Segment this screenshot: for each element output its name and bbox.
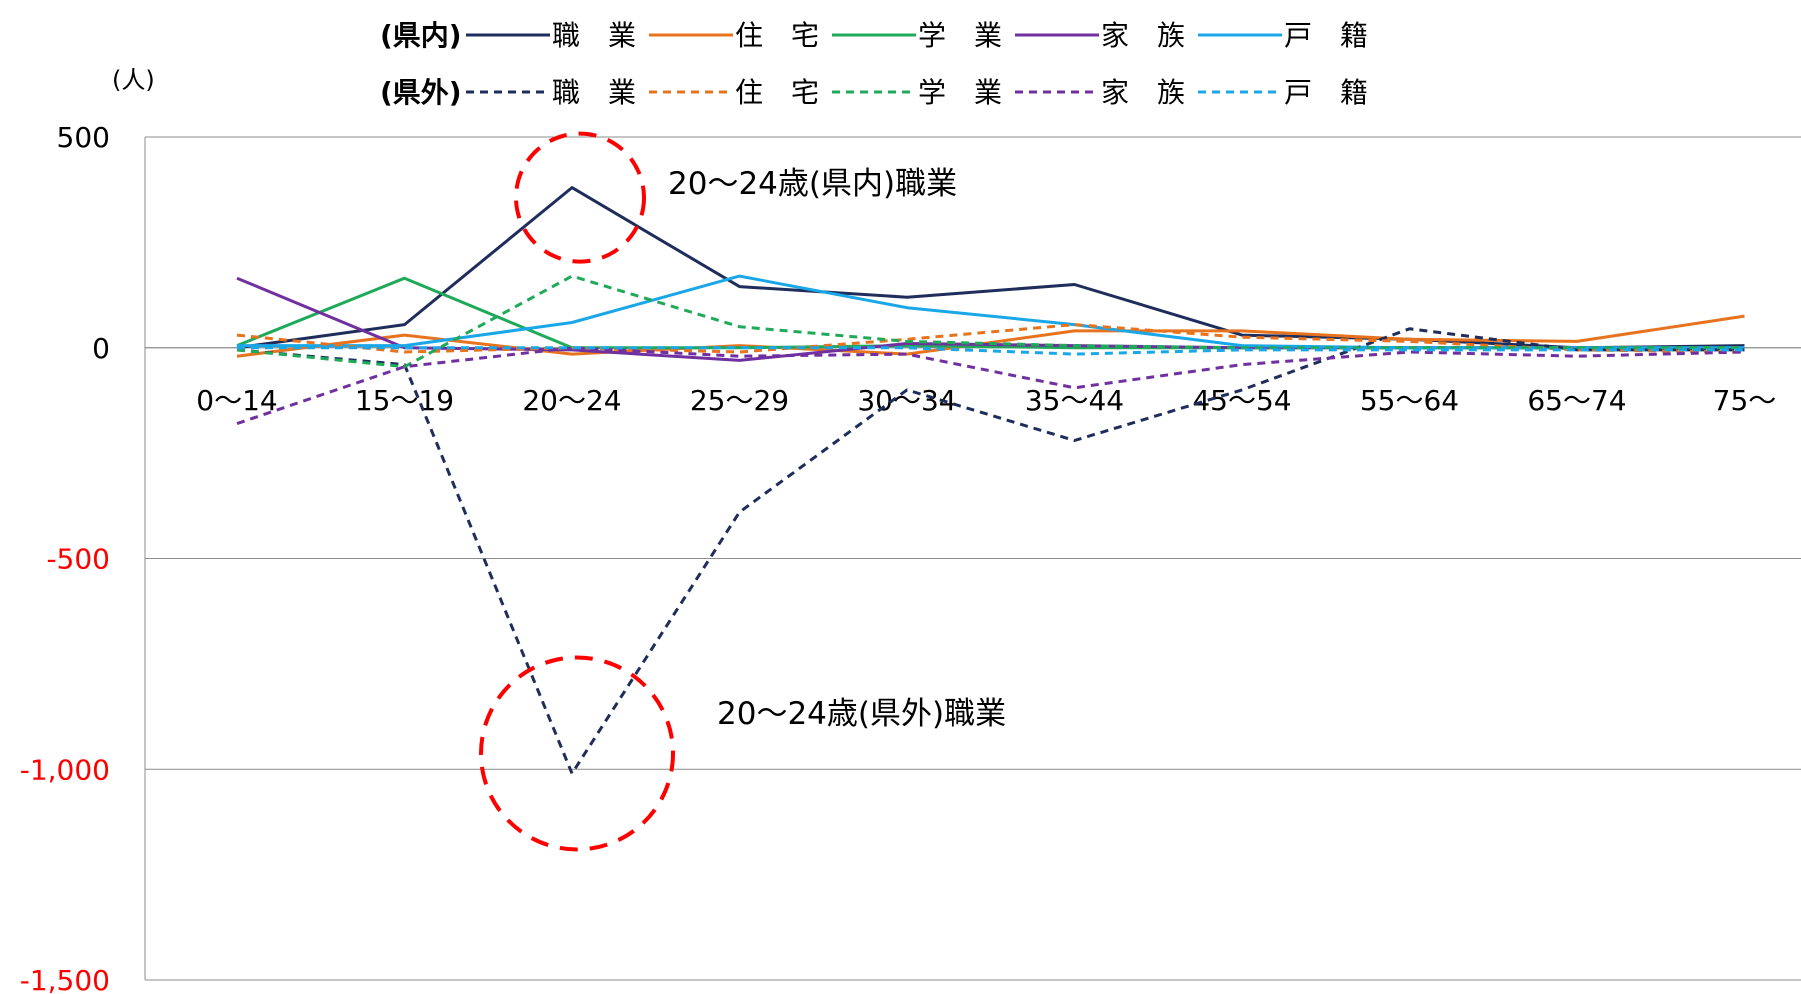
legend-label: 職 業 xyxy=(552,76,636,109)
legend-label: 戸 籍 xyxy=(1284,19,1368,52)
series-lines xyxy=(236,186,1745,775)
x-tick-label: 55〜64 xyxy=(1360,384,1459,417)
legend-label: 学 業 xyxy=(918,19,1002,52)
legend-label: 家 族 xyxy=(1101,76,1185,109)
legend: (県内) 職 業住 宅学 業家 族戸 籍(県外) 職 業住 宅学 業家 族戸 籍 xyxy=(380,19,1368,109)
x-tick-label: 75〜 xyxy=(1713,384,1777,417)
y-axis: 500 0 -500 -1,000 -1,500 xyxy=(20,121,146,994)
legend-label: 戸 籍 xyxy=(1284,76,1368,109)
legend-label: 住 宅 xyxy=(735,19,819,52)
x-axis: 0〜14 15〜19 20〜24 25〜29 30〜34 35〜44 45〜54 55〜64 6… xyxy=(145,347,1801,417)
y-tick-label: 500 xyxy=(57,121,110,154)
series-line xyxy=(236,274,1745,369)
annotation-circle xyxy=(479,655,675,852)
x-tick-label: 35〜44 xyxy=(1025,384,1124,417)
x-tick-label: 45〜54 xyxy=(1192,384,1291,417)
y-tick-label: -1,500 xyxy=(20,964,110,994)
annotation-label: 20〜24歳(県外)職業 xyxy=(717,696,1006,732)
legend-label: 家 族 xyxy=(1101,19,1185,52)
gridlines xyxy=(145,136,1801,981)
annotations: 20〜24歳(県内)職業 20〜24歳(県外)職業 xyxy=(479,131,1006,852)
series-line xyxy=(236,327,1745,775)
y-tick-label: -500 xyxy=(46,543,110,576)
x-tick-label: 65〜74 xyxy=(1527,384,1626,417)
annotation-circle xyxy=(514,131,646,264)
y-unit-label: (人) xyxy=(112,66,155,94)
legend-label: 職 業 xyxy=(552,19,636,52)
series-line xyxy=(236,323,1745,354)
y-tick-label: 0 xyxy=(92,332,110,365)
legend-group-label: (県外) xyxy=(380,76,462,109)
y-tick-label: -1,000 xyxy=(20,753,110,786)
annotation-label: 20〜24歳(県内)職業 xyxy=(668,166,957,202)
x-tick-label: 20〜24 xyxy=(522,384,621,417)
series-line xyxy=(237,274,1745,350)
legend-label: 住 宅 xyxy=(735,76,819,109)
series-line xyxy=(236,186,1745,350)
series-line xyxy=(236,346,1745,426)
legend-label: 学 業 xyxy=(918,76,1002,109)
x-tick-label: 25〜29 xyxy=(690,384,789,417)
x-tick-label: 0〜14 xyxy=(196,384,277,417)
x-tick-label: 15〜19 xyxy=(355,384,454,417)
legend-group-label: (県内) xyxy=(380,19,462,52)
